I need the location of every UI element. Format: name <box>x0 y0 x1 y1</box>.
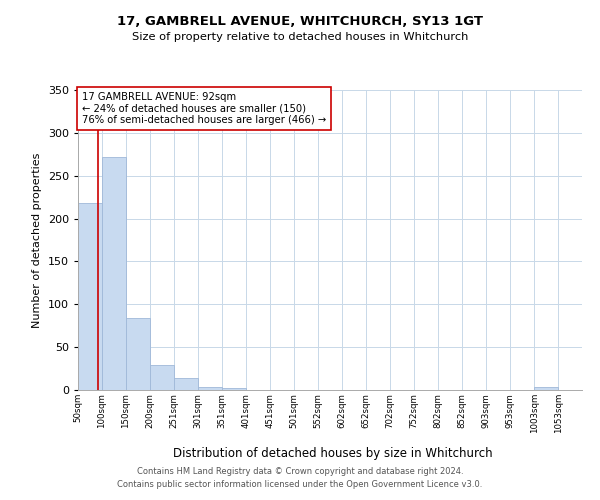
Bar <box>222 388 246 390</box>
Text: Size of property relative to detached houses in Whitchurch: Size of property relative to detached ho… <box>132 32 468 42</box>
Text: Contains public sector information licensed under the Open Government Licence v3: Contains public sector information licen… <box>118 480 482 489</box>
Bar <box>78 203 102 390</box>
Text: 17 GAMBRELL AVENUE: 92sqm
← 24% of detached houses are smaller (150)
76% of semi: 17 GAMBRELL AVENUE: 92sqm ← 24% of detac… <box>82 92 326 125</box>
Bar <box>150 365 174 390</box>
Text: Contains HM Land Registry data © Crown copyright and database right 2024.: Contains HM Land Registry data © Crown c… <box>137 467 463 476</box>
Text: Distribution of detached houses by size in Whitchurch: Distribution of detached houses by size … <box>173 448 493 460</box>
Bar <box>102 157 126 390</box>
Bar <box>126 318 150 390</box>
Y-axis label: Number of detached properties: Number of detached properties <box>32 152 42 328</box>
Text: 17, GAMBRELL AVENUE, WHITCHURCH, SY13 1GT: 17, GAMBRELL AVENUE, WHITCHURCH, SY13 1G… <box>117 15 483 28</box>
Bar <box>198 386 222 390</box>
Bar <box>174 378 198 390</box>
Bar <box>534 388 558 390</box>
